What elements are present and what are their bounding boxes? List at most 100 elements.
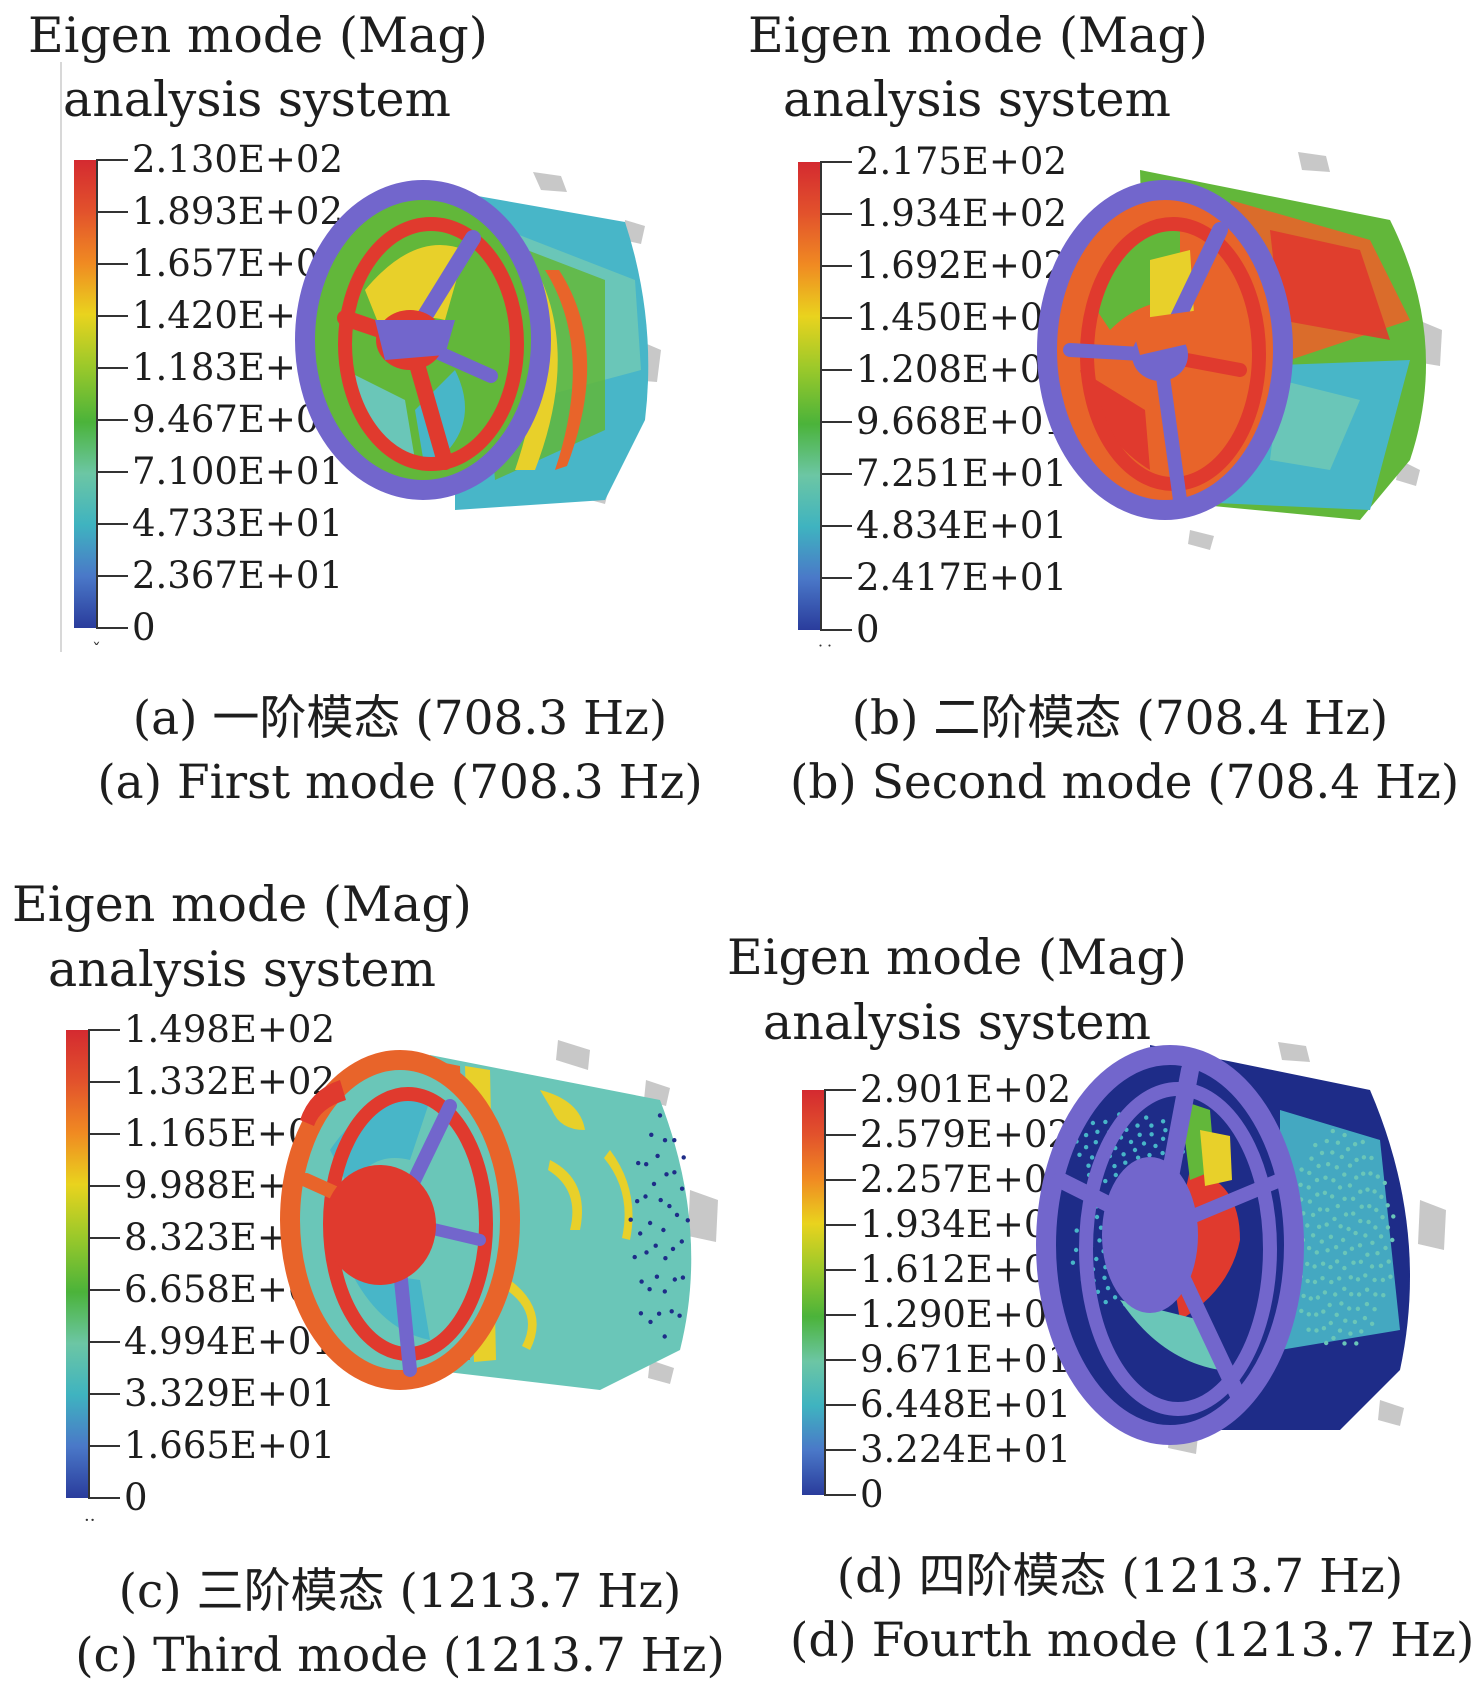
body-speckle [635,1199,640,1204]
body-speckle [1388,1274,1393,1279]
colorbar-axis [824,1090,826,1495]
body-speckle [1353,1230,1358,1236]
body-speckle [1373,1225,1378,1230]
colorbar-tick [824,1404,856,1406]
colorbar-tick [96,575,128,577]
body-speckle [658,1197,663,1203]
body-speckle [1330,1150,1335,1155]
colorbar-tick [88,1237,120,1239]
body-speckle [674,1212,680,1218]
panel-b-title-line1: Eigen mode (Mag) [748,7,1208,64]
colorbar-tick [824,1269,856,1271]
body-speckle [1306,1327,1311,1332]
body-speckle [653,1243,658,1248]
body-speckle [679,1186,685,1191]
face-speckle [1070,1260,1076,1265]
face-window [1120,1300,1220,1370]
face-speckle [1163,1128,1168,1133]
body-speckle [1320,1261,1326,1266]
colorbar-gradient [798,162,820,630]
face-speckle [1144,1115,1149,1120]
body-speckle [1355,1277,1361,1282]
face-speckle [1095,1129,1100,1134]
body-speckle [1307,1199,1313,1204]
body-speckle [648,1319,653,1325]
body-speckle [1343,1318,1348,1323]
colorbar-axis [88,1030,90,1498]
body-speckle [661,1227,666,1233]
inner-ring [338,217,524,471]
panel-b-caption-en: (b) Second mode (708.4 Hz) [790,755,1460,810]
colorbar-tick [88,1497,120,1499]
body-speckle [1363,1273,1368,1278]
body-speckle [1337,1276,1342,1281]
face-speckle [1135,1123,1140,1128]
body-speckle [1331,1335,1336,1341]
face-speckle [1135,1155,1141,1160]
colorbar-tick [96,471,128,473]
body-speckle [1373,1292,1378,1297]
colorbar-tick-label: 2.367E+01 [132,554,344,597]
body-speckle [1342,1250,1348,1256]
body-speckle [1317,1207,1323,1212]
body-speckle [1375,1251,1380,1256]
hub [1102,1157,1198,1313]
body-speckle [1379,1194,1384,1199]
body-speckle [1351,1260,1356,1265]
body-speckle [1370,1240,1375,1245]
body-speckle [1357,1243,1363,1248]
colorbar-tick-label: 2.175E+02 [856,140,1068,183]
body-speckle [1325,1207,1330,1212]
body-band [504,1280,537,1350]
body-speckle [1333,1245,1339,1250]
colorbar-tick [96,263,128,265]
colorbar-tick [96,159,128,161]
body-speckle [1378,1263,1384,1268]
body-speckle [1332,1216,1337,1222]
body-speckle [1372,1189,1377,1194]
colorbar-tick [88,1393,120,1395]
colorbar-tick [824,1224,856,1226]
body-speckle [1382,1180,1387,1186]
body-speckle [1380,1277,1386,1283]
colorbar-tick [824,1134,856,1136]
colorbar-tick-label: 2.130E+02 [132,138,344,181]
body-speckle [1347,1163,1353,1168]
body-speckle [1299,1167,1304,1172]
body-speckle [1319,1239,1324,1244]
body-speckle [1359,1204,1364,1209]
mounting-lug [556,1040,590,1070]
body-speckle [647,1220,653,1226]
mode-highlight [1130,310,1205,355]
body-speckle [1321,1326,1327,1331]
body-speckle [1358,1189,1363,1194]
colorbar-tick [824,1494,856,1496]
panel-d-caption-en: (d) Fourth mode (1213.7 Hz) [790,1613,1475,1668]
colorbar-tick [820,421,852,423]
colorbar-tick [820,265,852,267]
colorbar-gradient [802,1090,824,1495]
colorbar-tick [820,473,852,475]
body-speckle [1312,1264,1317,1269]
body-speckle [651,1181,657,1187]
face-speckle [1093,1140,1098,1145]
mounting-lug [1188,530,1214,550]
body-speckle [1328,1264,1333,1270]
body-speckle [1299,1308,1304,1314]
body-speckle [679,1239,684,1244]
body-speckle [672,1138,677,1143]
body-speckle [1331,1178,1336,1183]
colorbar-tick-label: 1.934E+02 [856,192,1068,235]
face-speckle [1128,1139,1134,1145]
colorbar-tick [824,1449,856,1451]
body-speckle [1368,1171,1373,1176]
body-speckle [1361,1155,1367,1160]
face-speckle [1083,1132,1089,1138]
body-speckle [1362,1315,1368,1321]
body-speckle [1360,1139,1365,1145]
colorbar-gradient [74,160,96,628]
body-speckle [1345,1147,1351,1152]
face-speckle [1112,1295,1118,1300]
body-speckle [1325,1162,1331,1167]
face-speckle [1149,1123,1154,1128]
